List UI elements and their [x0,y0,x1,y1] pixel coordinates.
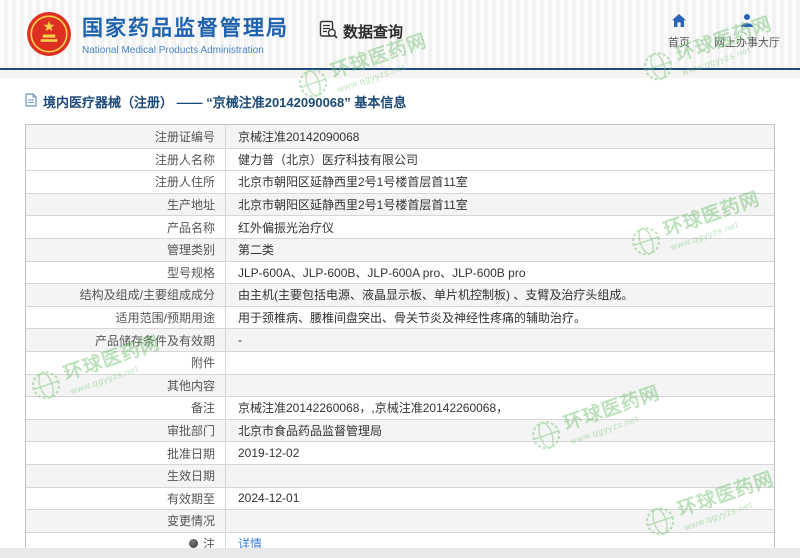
nav-online-hall[interactable]: 网上办事大厅 [714,13,780,50]
row-value: 健力普（北京）医疗科技有限公司 [238,152,419,167]
row-value [226,510,774,532]
row-value [226,465,774,487]
table-row: 生效日期 [26,463,774,487]
row-value: 北京市朝阳区延静西里2号1号楼首层首11室 [238,175,468,190]
row-label: 适用范围/预期用途 [26,306,226,329]
note-icon [188,538,198,548]
info-table: 注册证编号 京械注准20142090068 注册人名称 健力普（北京）医疗科技有限公司… [25,124,775,556]
row-label: 结构及组成/主要组成成分 [26,284,226,306]
row-label: 注 [26,532,226,555]
page-title-text: 境内医疗器械（注册） —— “京械注准20142090068” 基本信息 [43,95,407,110]
data-query-section: 数据查询 [319,20,403,43]
header-divider [0,68,800,70]
row-value: 红外偏振光治疗仪 [238,220,335,235]
row-label: 注册证编号 [26,125,226,148]
nav-home-label: 首页 [668,37,690,49]
data-query-label: 数据查询 [343,23,404,41]
row-value: 由主机(主要包括电源、液晶显示板、单片机控制板) 、支臂及治疗头组成。 [238,288,634,303]
row-label: 注册人住所 [26,171,226,193]
row-label: 有效期至 [26,487,226,510]
table-row: 型号规格 JLP-600A、JLP-600B、JLP-600A pro、JLP-6… [26,260,774,284]
table-row: 备注 京械注准20142260068，,京械注准20142260068， [26,396,774,419]
nav-online-hall-label: 网上办事大厅 [714,37,780,49]
table-row: 其他内容 [26,373,774,397]
table-row: 变更情况 [26,509,774,532]
person-icon [739,13,755,31]
row-value: 京械注准20142260068，,京械注准20142260068， [238,401,509,416]
row-label: 变更情况 [26,510,226,532]
row-value: 北京市食品药品监督管理局 [238,424,383,439]
row-label: 产品名称 [26,216,226,238]
header-nav: 首页 网上办事大厅 [668,13,780,50]
table-row: 注册人名称 健力普（北京）医疗科技有限公司 [26,147,774,171]
table-row: 注册证编号 京械注准20142090068 [26,125,774,148]
table-row: 结构及组成/主要组成成分 由主机(主要包括电源、液晶显示板、单片机控制板) 、支臂… [26,283,774,306]
table-row: 批准日期 2019-12-02 [26,441,774,464]
row-value [226,352,774,374]
row-value: 用于颈椎病、腰椎间盘突出、骨关节炎及神经性疼痛的辅助治疗。 [238,311,587,326]
row-label: 附件 [26,351,226,374]
row-label: 产品储存条件及有效期 [26,329,226,351]
document-icon [25,93,37,110]
row-value [226,375,774,397]
home-icon [671,13,687,31]
table-row: 注册人住所 北京市朝阳区延静西里2号1号楼首层首11室 [26,170,774,193]
row-label: 审批部门 [26,419,226,442]
row-value: 北京市朝阳区延静西里2号1号楼首层首11室 [238,198,468,213]
table-row: 适用范围/预期用途 用于颈椎病、腰椎间盘突出、骨关节炎及神经性疼痛的辅助治疗。 [26,305,774,329]
content: 境内医疗器械（注册） —— “京械注准20142090068” 基本信息 注册证… [0,78,800,556]
site-header: 国家药品监督管理局 National Medical Products Admi… [0,0,800,68]
row-value: 2019-12-02 [238,446,300,461]
table-row: 附件 [26,350,774,374]
table-row: 审批部门 北京市食品药品监督管理局 [26,418,774,442]
row-label: 生效日期 [26,464,226,487]
row-value: 2024-12-01 [238,491,300,506]
agency-brand: 国家药品监督管理局 National Medical Products Admi… [82,12,289,56]
row-label: 生产地址 [26,193,226,216]
agency-name-cn: 国家药品监督管理局 [82,17,289,40]
table-row: 管理类别 第二类 [26,237,774,261]
detail-link[interactable]: 详情 [238,536,263,551]
row-value: - [238,333,242,348]
row-label: 备注 [26,397,226,419]
row-value: 详情 [226,533,774,555]
row-value: JLP-600A、JLP-600B、JLP-600A pro、JLP-600B … [238,265,526,280]
row-label: 管理类别 [26,238,226,261]
row-value: 第二类 [238,243,275,258]
table-row: 生产地址 北京市朝阳区延静西里2号1号楼首层首11室 [26,192,774,216]
row-value: 京械注准20142090068 [238,129,360,144]
data-query-icon [319,20,338,43]
row-label: 批准日期 [26,442,226,464]
nav-home[interactable]: 首页 [668,13,690,50]
row-label: 型号规格 [26,261,226,284]
page-title: 境内医疗器械（注册） —— “京械注准20142090068” 基本信息 [25,92,775,111]
table-row: 有效期至 2024-12-01 [26,486,774,510]
row-label: 其他内容 [26,374,226,397]
national-emblem-logo [26,11,72,57]
table-row: 产品储存条件及有效期 - [26,328,774,351]
table-row: 产品名称 红外偏振光治疗仪 [26,215,774,238]
header-substrip [0,70,800,78]
agency-name-en: National Medical Products Administration [82,45,264,56]
row-label: 注册人名称 [26,148,226,171]
page-bottom-strip [0,548,800,558]
